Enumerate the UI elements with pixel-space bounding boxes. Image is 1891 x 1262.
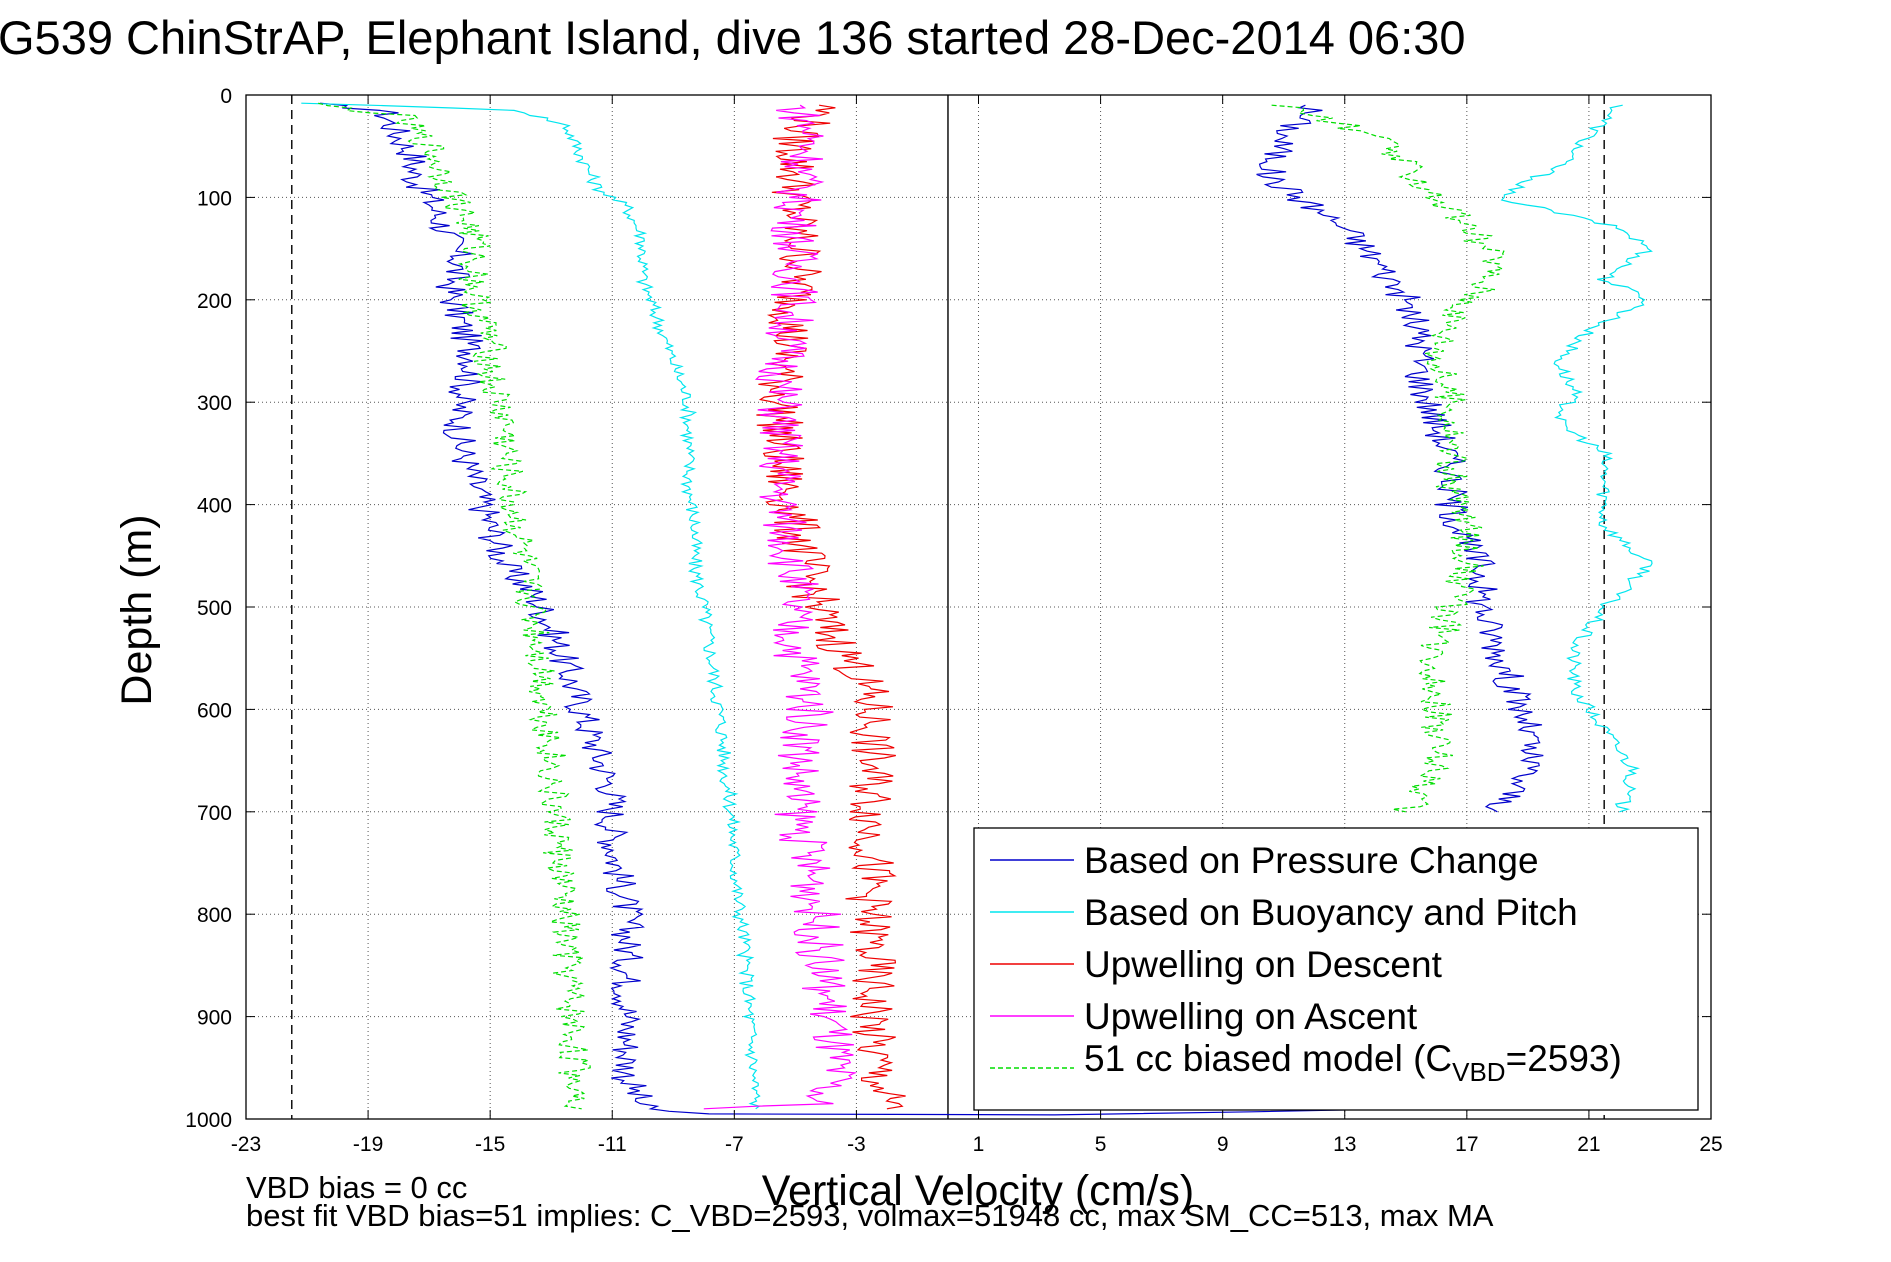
y-tick-label: 900 [197, 1007, 232, 1030]
y-tick-label: 700 [197, 802, 232, 825]
x-tick-label: 9 [1217, 1133, 1229, 1156]
y-tick-label: 1000 [185, 1109, 232, 1132]
legend-label: Upwelling on Ascent [1084, 996, 1418, 1037]
axis-ticks: -23 -19 -15 -11 -7 -3 1 5 9 13 17 21 25 0 100 200 300 400… [185, 85, 1722, 1156]
x-tick-label: 25 [1699, 1133, 1722, 1156]
y-tick-label: 300 [197, 392, 232, 415]
vbd-bias-annotation: VBD bias = 0 cc [246, 1170, 468, 1205]
y-tick-label: 200 [197, 290, 232, 313]
legend-label: Based on Pressure Change [1084, 840, 1539, 881]
x-axis-label: Vertical Velocity (cm/s) [762, 1167, 1195, 1215]
legend: Based on Pressure Change Based on Buoyanc… [973, 827, 1699, 1111]
grid-lines [246, 95, 1711, 1119]
x-tick-label: 17 [1455, 1133, 1478, 1156]
series-based-on-pressure-change-ascent-line [1256, 104, 1544, 813]
x-tick-label: -19 [353, 1133, 383, 1156]
y-tick-label: 400 [197, 495, 232, 518]
series-based-on-pressure-change-line [320, 102, 1406, 1116]
series-upwelling-on-ascent-line [703, 104, 858, 1110]
x-tick-label: -23 [231, 1133, 261, 1156]
series-based-on-buoyancy-and-pitch-line [301, 102, 761, 1110]
legend-label: Based on Buoyancy and Pitch [1084, 892, 1578, 933]
x-tick-label: -11 [598, 1133, 627, 1156]
y-axis-label: Depth (m) [113, 514, 161, 705]
chart-title: G539 ChinStrAP, Elephant Island, dive 13… [0, 11, 1466, 64]
y-tick-label: 500 [197, 597, 232, 620]
x-tick-label: 5 [1095, 1133, 1107, 1156]
x-tick-label: -7 [725, 1133, 744, 1156]
series-based-on-buoyancy-and-pitch-ascent-line [1500, 104, 1653, 813]
x-tick-label: -15 [475, 1133, 505, 1156]
series-lines [301, 102, 1653, 1116]
x-tick-label: 21 [1577, 1133, 1600, 1156]
legend-label-model: 51 cc biased model (CVBD=2593) [1084, 1038, 1622, 1087]
series-upwelling-on-descent-line [756, 104, 906, 1110]
x-tick-label: 13 [1333, 1133, 1356, 1156]
y-tick-label: 100 [197, 187, 232, 210]
legend-box [973, 827, 1699, 1111]
legend-label: Upwelling on Descent [1084, 944, 1443, 985]
y-tick-label: 600 [197, 699, 232, 722]
best-fit-annotation: best fit VBD bias=51 implies: C_VBD=2593… [246, 1198, 1494, 1233]
y-tick-label: 0 [220, 85, 232, 108]
series-51-cc-biased-model-c-vbd-2593-line [318, 102, 591, 1110]
y-tick-label: 800 [197, 904, 232, 927]
x-tick-label: 1 [973, 1133, 985, 1156]
series-51-cc-biased-model-c-vbd-2593-ascent-line [1271, 104, 1505, 813]
x-tick-label: -3 [847, 1133, 866, 1156]
